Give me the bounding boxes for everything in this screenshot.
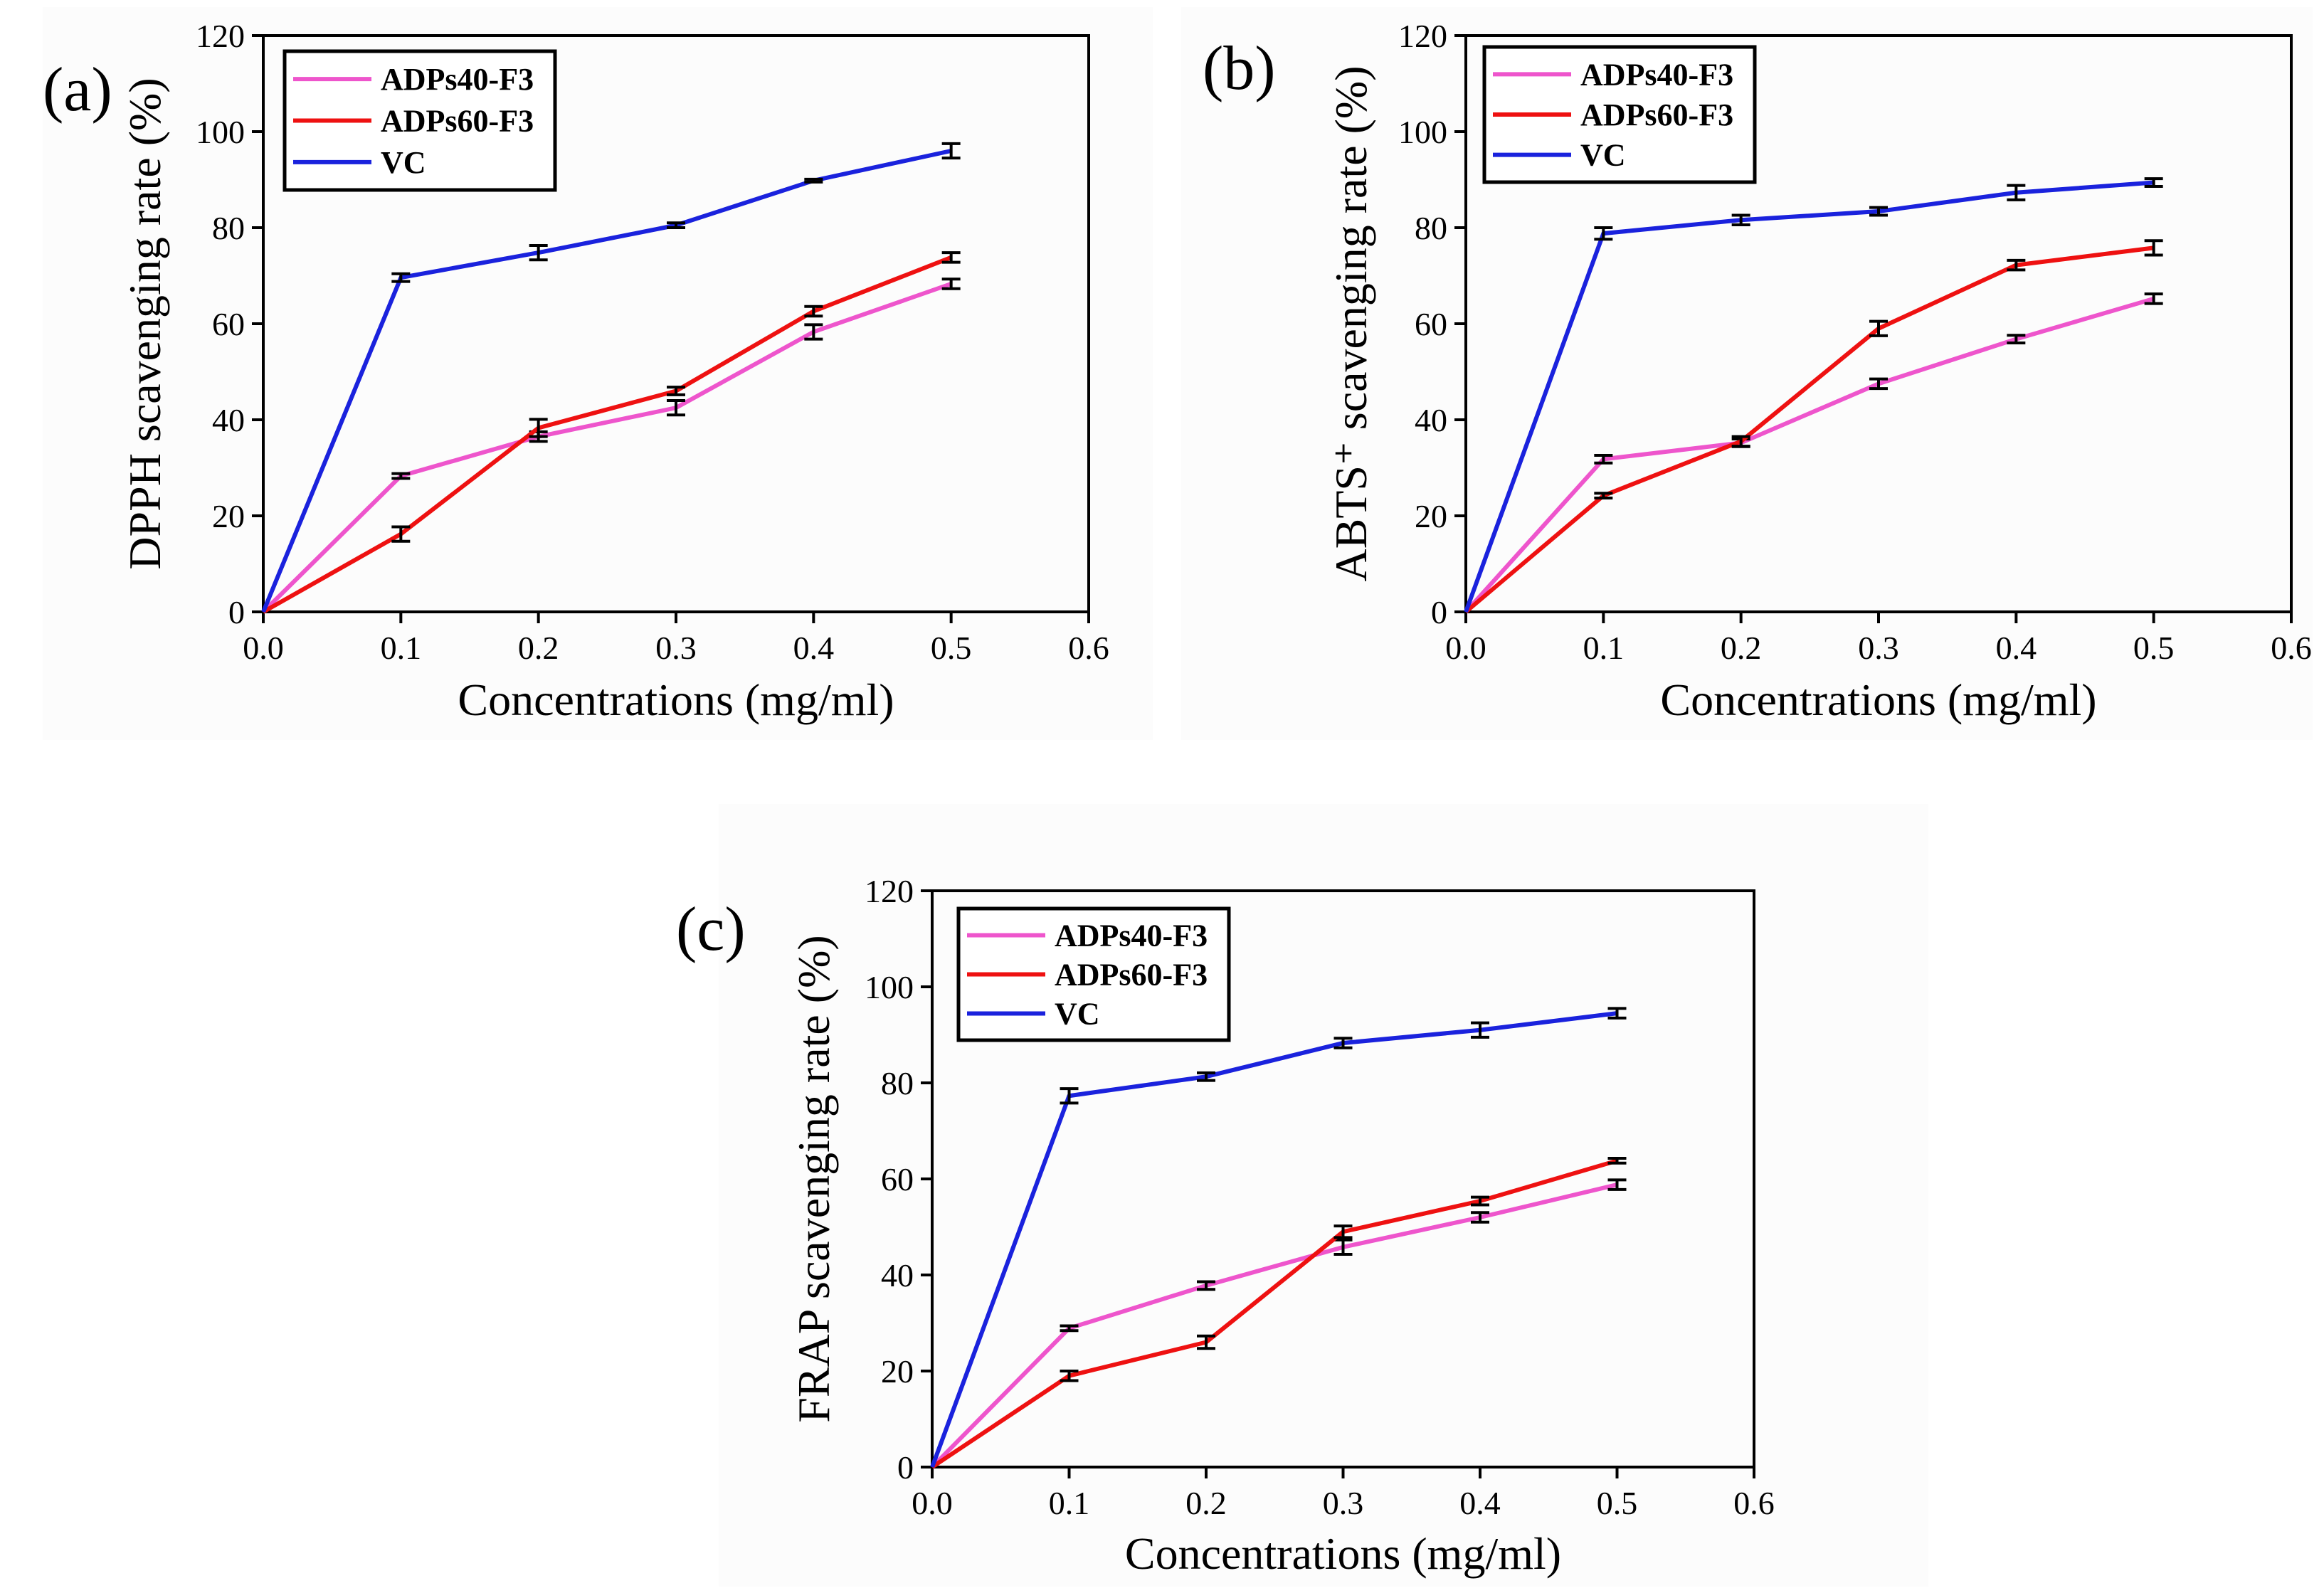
panel-label: (a) [43,55,112,125]
y-axis-label: DPPH scavenging rate (%) [120,78,170,569]
legend-entry: VC [1055,997,1100,1032]
x-tick-label: 0.4 [1996,630,2037,666]
x-tick-label: 0.1 [1049,1485,1090,1521]
y-tick-label: 0 [897,1449,914,1486]
x-tick-label: 0.4 [1459,1485,1501,1521]
series-line-ADPs40-F3 [1464,297,2155,614]
series-line-VC [261,149,952,613]
y-tick-label: 80 [212,210,245,246]
y-tick-label: 100 [865,969,914,1005]
series-line-VC [930,1011,1617,1468]
x-tick-label: 0.6 [2271,630,2312,666]
y-tick-label: 60 [212,306,245,342]
panel-a: 0.0 0.1 0.2 0.3 0.4 0.5 0.6 0 20 40 60 80 100 120 Conc… [43,18,1109,725]
y-tick-label: 80 [1415,210,1447,246]
legend-entry: ADPs60-F3 [1580,97,1733,132]
y-tick-label: 120 [196,18,245,54]
x-tick-label: 0.2 [518,630,559,666]
x-tick-label: 0.5 [1597,1485,1638,1521]
panel-c: 0.0 0.1 0.2 0.3 0.4 0.5 0.6 0 20 40 60 80 100 120 Conc… [676,873,1775,1579]
panel-c-background [719,804,1928,1587]
x-axis-label: Concentrations (mg/ml) [458,674,894,725]
y-tick-label: 40 [1415,402,1447,438]
y-tick-label: 20 [881,1353,914,1390]
x-axis-label: Concentrations (mg/ml) [1660,674,2096,725]
x-tick-label: 0.3 [1323,1485,1364,1521]
legend-entry: ADPs40-F3 [1055,919,1208,953]
y-tick-label: 120 [865,873,914,909]
y-tick-label: 120 [1398,18,1447,54]
panel-a-background [43,7,1153,740]
x-tick-label: 0.0 [912,1485,953,1521]
legend-entry: ADPs40-F3 [381,62,534,97]
series-line-ADPs60-F3 [262,255,952,614]
panel-b: 0.0 0.1 0.2 0.3 0.4 0.5 0.6 0 20 40 60 80 100 120 Conc… [1203,18,2312,725]
y-tick-label: 40 [881,1257,914,1293]
panel-label: (c) [676,895,746,964]
x-tick-label: 0.3 [1858,630,1899,666]
y-tick-label: 0 [228,594,245,630]
series-line-ADPs40-F3 [930,1182,1618,1469]
series-line-ADPs60-F3 [1464,245,2155,614]
x-tick-label: 0.0 [243,630,284,666]
panel-label: (b) [1203,34,1276,103]
y-axis-label: ABTS⁺ scavenging rate (%) [1326,65,1376,581]
y-tick-label: 60 [1415,306,1447,342]
x-tick-label: 0.6 [1733,1485,1775,1521]
legend-entry: VC [1580,138,1626,173]
x-tick-label: 0.1 [381,630,422,666]
y-tick-label: 20 [212,498,245,534]
series-line-ADPs60-F3 [931,1158,1618,1469]
x-tick-label: 0.0 [1445,630,1486,666]
y-tick-label: 0 [1431,594,1447,630]
x-tick-label: 0.4 [793,630,835,666]
x-tick-label: 0.2 [1185,1485,1227,1521]
y-tick-label: 80 [881,1065,914,1101]
legend-entry: ADPs60-F3 [1055,958,1208,993]
legend-entry: ADPs60-F3 [381,104,534,139]
series-line-ADPs40-F3 [261,282,952,614]
y-tick-label: 100 [196,114,245,150]
y-tick-label: 60 [881,1161,914,1197]
x-tick-label: 0.6 [1068,630,1109,666]
x-axis-label: Concentrations (mg/ml) [1125,1528,1561,1579]
legend-entry: ADPs40-F3 [1580,57,1733,92]
y-tick-label: 20 [1415,498,1447,534]
x-tick-label: 0.5 [931,630,972,666]
x-tick-label: 0.2 [1721,630,1762,666]
x-tick-label: 0.1 [1583,630,1625,666]
y-tick-label: 40 [212,402,245,438]
x-tick-label: 0.5 [2133,630,2175,666]
y-tick-label: 100 [1398,114,1447,150]
series-line-VC [1464,180,2154,613]
x-tick-label: 0.3 [655,630,697,666]
legend-entry: VC [381,145,426,180]
y-axis-label: FRAP scavenging rate (%) [788,935,839,1422]
